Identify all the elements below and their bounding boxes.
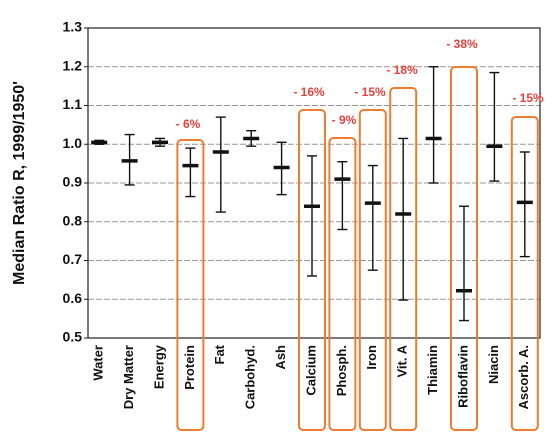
annotation: - 15%	[354, 85, 386, 99]
y-tick-label: 0.6	[63, 290, 83, 306]
x-tick-label: Fat	[212, 344, 227, 364]
x-tick-label: Energy	[151, 344, 166, 389]
annotation: - 6%	[176, 117, 201, 131]
x-tick-label: Niacin	[486, 345, 501, 384]
annotation: - 38%	[446, 37, 478, 51]
y-tick-label: 1.0	[63, 135, 83, 151]
highlight-box	[176, 139, 205, 431]
x-tick-label: Ascorb. A.	[516, 345, 531, 410]
y-tick-label: 0.8	[63, 212, 83, 228]
annotation: - 9%	[332, 113, 357, 127]
x-tick-label: Calcium	[303, 345, 318, 396]
highlight-box	[358, 109, 387, 431]
annotation: - 15%	[512, 91, 544, 105]
y-tick-label: 1.1	[63, 96, 83, 112]
y-tick-label: 0.5	[63, 329, 83, 345]
x-tick-label: Iron	[364, 345, 379, 370]
x-tick-label: Protein	[182, 345, 197, 390]
y-tick-label: 0.7	[63, 251, 83, 267]
x-tick-label: Phosph.	[334, 345, 349, 396]
x-tick-label: Water	[91, 345, 106, 381]
x-tick-label: Thiamin	[425, 345, 440, 395]
y-tick-label: 1.2	[63, 57, 83, 73]
highlight-box	[298, 109, 326, 431]
plot-frame	[87, 27, 541, 339]
y-tick-label: 1.3	[63, 19, 83, 35]
x-tick-label: Riboflavin	[455, 345, 470, 408]
highlight-box	[510, 116, 539, 431]
highlight-box	[328, 137, 357, 431]
x-tick-label: Vit. A	[395, 344, 410, 377]
y-axis-label: Median Ratio R, 1999/1950'	[11, 81, 28, 285]
x-tick-label: Carbohyd.	[243, 345, 258, 409]
annotation: - 18%	[386, 63, 418, 77]
x-tick-label: Ash	[273, 345, 288, 370]
highlight-box	[450, 66, 478, 431]
highlight-box	[389, 87, 418, 431]
y-tick-label: 0.9	[63, 174, 83, 190]
x-tick-label: Dry Matter	[121, 345, 136, 409]
annotation: - 16%	[293, 85, 325, 99]
